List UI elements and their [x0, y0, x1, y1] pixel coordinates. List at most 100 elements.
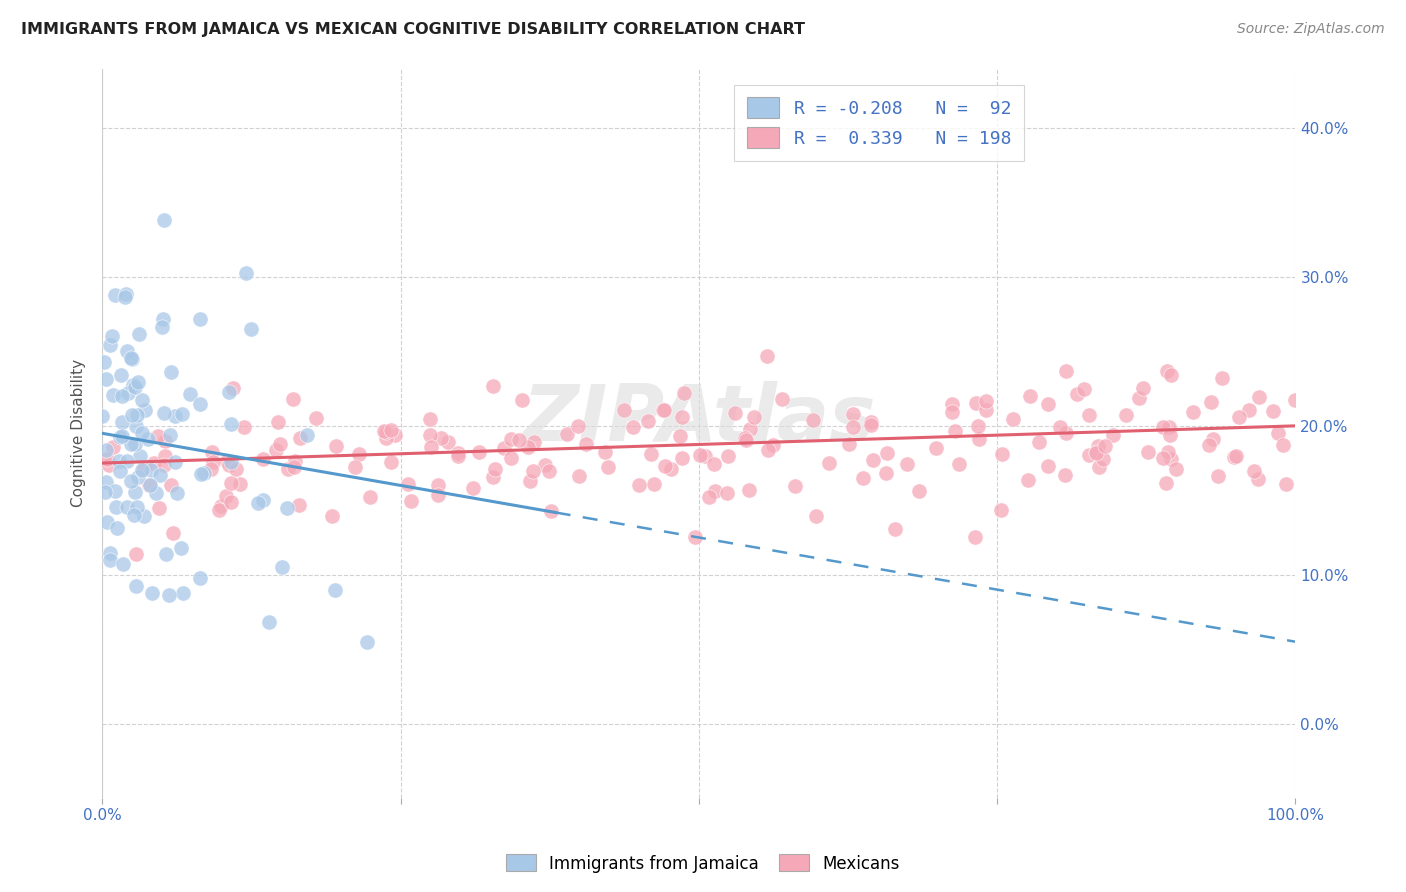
Point	[818, 457, 841, 471]
Point	[717, 449, 740, 463]
Point	[1159, 428, 1181, 442]
Point	[1154, 475, 1177, 490]
Point	[1198, 438, 1220, 452]
Point	[104, 483, 127, 498]
Point	[162, 526, 184, 541]
Point	[1054, 468, 1077, 483]
Point	[703, 457, 725, 471]
Point	[94, 371, 117, 385]
Point	[105, 500, 128, 514]
Point	[201, 445, 224, 459]
Point	[160, 365, 183, 379]
Point	[643, 476, 665, 491]
Point	[225, 462, 247, 476]
Point	[693, 450, 716, 464]
Point	[131, 425, 153, 440]
Point	[967, 432, 990, 446]
Point	[501, 432, 523, 446]
Point	[540, 503, 562, 517]
Point	[375, 431, 398, 445]
Point	[742, 410, 765, 425]
Point	[508, 434, 530, 448]
Point	[1078, 408, 1101, 422]
Point	[420, 440, 443, 454]
Point	[356, 634, 378, 648]
Point	[153, 407, 176, 421]
Point	[121, 409, 143, 423]
Point	[221, 475, 243, 490]
Point	[461, 481, 484, 495]
Point	[98, 546, 121, 560]
Point	[128, 326, 150, 341]
Point	[267, 415, 290, 429]
Point	[499, 450, 522, 465]
Point	[283, 460, 305, 475]
Point	[1152, 450, 1174, 465]
Point	[136, 433, 159, 447]
Point	[963, 530, 986, 544]
Point	[734, 433, 756, 447]
Point	[1085, 446, 1108, 460]
Text: Source: ZipAtlas.com: Source: ZipAtlas.com	[1237, 22, 1385, 37]
Point	[359, 490, 381, 504]
Point	[1019, 389, 1042, 403]
Point	[1223, 450, 1246, 464]
Point	[724, 406, 747, 420]
Point	[131, 393, 153, 408]
Point	[125, 547, 148, 561]
Point	[852, 471, 875, 485]
Point	[1199, 394, 1222, 409]
Point	[1054, 364, 1077, 378]
Point	[200, 462, 222, 476]
Point	[101, 388, 124, 402]
Point	[159, 427, 181, 442]
Point	[447, 445, 470, 459]
Point	[596, 460, 619, 475]
Point	[173, 586, 195, 600]
Point	[654, 458, 676, 473]
Point	[659, 462, 682, 476]
Point	[188, 571, 211, 585]
Point	[276, 500, 298, 515]
Point	[110, 368, 132, 382]
Point	[876, 445, 898, 459]
Point	[120, 474, 142, 488]
Point	[974, 393, 997, 408]
Point	[1137, 445, 1160, 459]
Point	[98, 553, 121, 567]
Point	[208, 502, 231, 516]
Point	[252, 493, 274, 508]
Point	[1243, 465, 1265, 479]
Point	[101, 440, 124, 454]
Point	[159, 478, 181, 492]
Point	[804, 509, 827, 524]
Point	[122, 378, 145, 392]
Point	[153, 458, 176, 472]
Point	[115, 344, 138, 359]
Point	[127, 470, 149, 484]
Point	[1181, 404, 1204, 418]
Point	[96, 516, 118, 530]
Point	[436, 434, 458, 449]
Point	[115, 454, 138, 468]
Point	[219, 455, 242, 469]
Point	[325, 439, 347, 453]
Point	[295, 428, 318, 442]
Point	[1078, 448, 1101, 462]
Point	[131, 463, 153, 477]
Point	[652, 403, 675, 417]
Text: IMMIGRANTS FROM JAMAICA VS MEXICAN COGNITIVE DISABILITY CORRELATION CHART: IMMIGRANTS FROM JAMAICA VS MEXICAN COGNI…	[21, 22, 806, 37]
Point	[153, 213, 176, 227]
Point	[1038, 458, 1060, 473]
Point	[671, 450, 693, 465]
Point	[1225, 450, 1247, 464]
Point	[188, 311, 211, 326]
Point	[111, 415, 134, 429]
Point	[110, 430, 132, 444]
Point	[673, 385, 696, 400]
Point	[122, 508, 145, 522]
Point	[516, 440, 538, 454]
Point	[703, 484, 725, 499]
Point	[98, 338, 121, 352]
Point	[108, 465, 131, 479]
